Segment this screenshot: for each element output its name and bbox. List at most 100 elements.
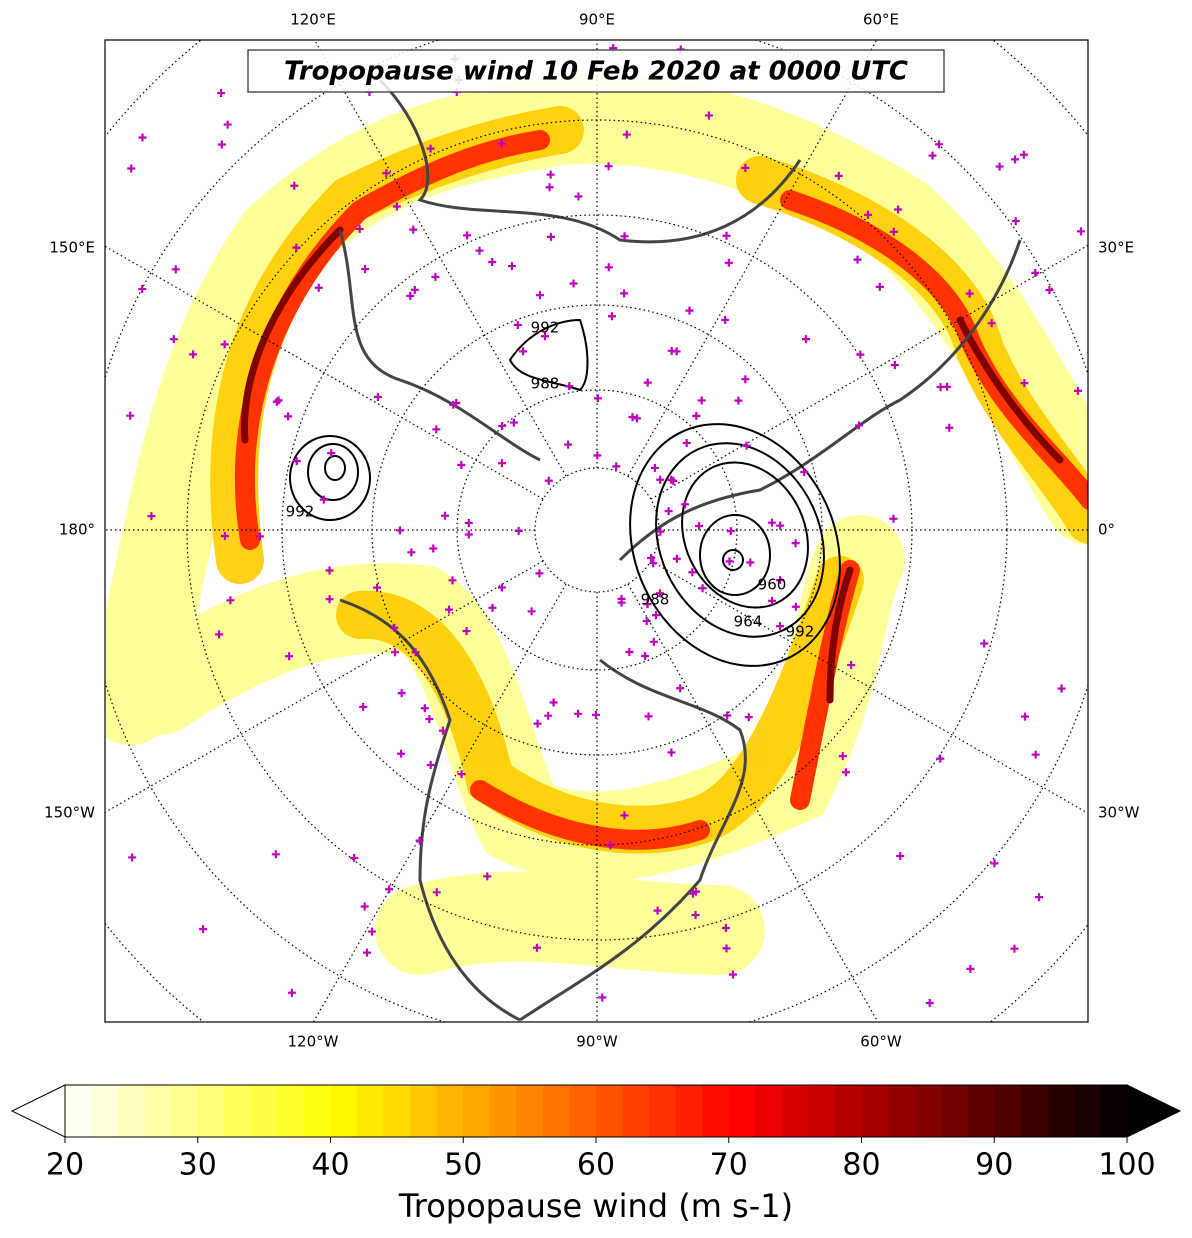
lon-label: 150°W <box>44 804 95 822</box>
station-marker <box>1152 600 1160 608</box>
station-marker <box>995 162 1004 171</box>
colorbar-segment <box>808 1085 836 1137</box>
colorbar-segment <box>596 1085 624 1137</box>
station-marker <box>1019 150 1028 159</box>
station-marker <box>406 291 415 300</box>
colorbar-segment <box>383 1085 411 1137</box>
station-marker <box>1057 684 1066 693</box>
station-marker <box>410 285 419 294</box>
station-marker <box>742 23 750 31</box>
station-marker <box>390 623 399 632</box>
colorbar-segment <box>197 1085 225 1137</box>
station-marker <box>593 394 602 403</box>
station-marker <box>533 719 542 728</box>
station-marker <box>457 770 466 779</box>
station-marker <box>625 648 634 657</box>
station-marker <box>483 872 492 881</box>
station-marker <box>574 709 583 718</box>
station-marker <box>1169 526 1177 534</box>
station-marker <box>540 332 549 341</box>
station-marker <box>724 258 733 267</box>
station-marker <box>431 272 440 281</box>
colorbar-segment <box>569 1085 597 1137</box>
station-marker <box>791 602 800 611</box>
station-marker <box>620 232 629 241</box>
station-marker <box>672 554 681 563</box>
lon-label: 30°E <box>1098 239 1134 257</box>
station-marker <box>438 726 447 735</box>
station-marker <box>965 289 974 298</box>
station-marker <box>91 629 99 637</box>
station-marker <box>96 734 104 742</box>
station-marker <box>363 948 372 957</box>
station-marker <box>1031 268 1040 277</box>
station-marker <box>722 944 731 953</box>
station-marker <box>936 754 945 763</box>
station-marker <box>688 568 697 577</box>
lon-label: 150°E <box>49 239 95 257</box>
station-marker <box>1010 944 1019 953</box>
station-marker <box>325 566 334 575</box>
station-marker <box>691 911 700 920</box>
contour-label: 992 <box>286 503 315 521</box>
station-marker <box>655 589 664 598</box>
colorbar-tick-label: 30 <box>179 1148 217 1183</box>
station-marker <box>647 553 656 562</box>
station-marker <box>768 596 777 605</box>
station-marker <box>990 859 999 868</box>
station-marker <box>656 475 665 484</box>
station-marker <box>652 611 661 620</box>
station-marker <box>457 461 466 470</box>
station-marker <box>1074 386 1082 395</box>
colorbar-segment <box>728 1085 756 1137</box>
station-marker <box>607 312 616 321</box>
station-marker <box>569 279 578 288</box>
contour-label: 960 <box>758 576 787 594</box>
station-marker <box>622 130 631 139</box>
station-marker <box>741 163 750 172</box>
station-marker <box>1076 227 1085 236</box>
station-marker <box>535 569 544 578</box>
station-marker <box>641 651 650 660</box>
station-marker <box>497 583 506 592</box>
station-marker <box>604 162 613 171</box>
station-marker <box>1177 365 1185 373</box>
colorbar: 20 30 40 50 60 70 80 90 100 <box>10 1084 1182 1183</box>
lon-label: 120°W <box>288 1033 339 1051</box>
station-marker <box>692 887 701 896</box>
station-marker <box>497 459 506 468</box>
station-marker <box>189 350 198 359</box>
station-marker <box>373 583 382 592</box>
station-marker <box>643 378 652 387</box>
lon-label: 120°E <box>290 11 336 29</box>
station-marker <box>695 522 704 531</box>
station-marker <box>1045 286 1054 295</box>
station-marker <box>397 749 406 758</box>
colorbar-segment <box>277 1085 305 1137</box>
map-title: Tropopause wind 10 Feb 2020 at 0000 UTC <box>284 57 908 87</box>
station-marker <box>549 698 558 707</box>
station-marker <box>742 441 751 450</box>
station-marker <box>846 12 854 20</box>
station-marker <box>359 702 368 711</box>
title-box <box>247 49 945 93</box>
station-marker <box>382 169 391 178</box>
station-marker <box>395 526 404 535</box>
colorbar-segment <box>861 1085 889 1137</box>
station-marker <box>409 225 418 234</box>
station-marker <box>722 231 731 240</box>
station-marker <box>728 970 737 979</box>
station-marker <box>604 263 613 272</box>
station-marker <box>147 512 156 521</box>
colorbar-extend-max <box>1126 1084 1182 1138</box>
station-marker <box>274 396 283 405</box>
station-marker <box>545 183 554 192</box>
station-marker <box>536 291 545 300</box>
colorbar-segment <box>303 1085 331 1137</box>
station-marker <box>676 684 685 693</box>
station-marker <box>593 451 602 460</box>
colorbar-segment <box>622 1085 650 1137</box>
colorbar-segment <box>65 1085 93 1137</box>
station-marker <box>841 768 850 777</box>
